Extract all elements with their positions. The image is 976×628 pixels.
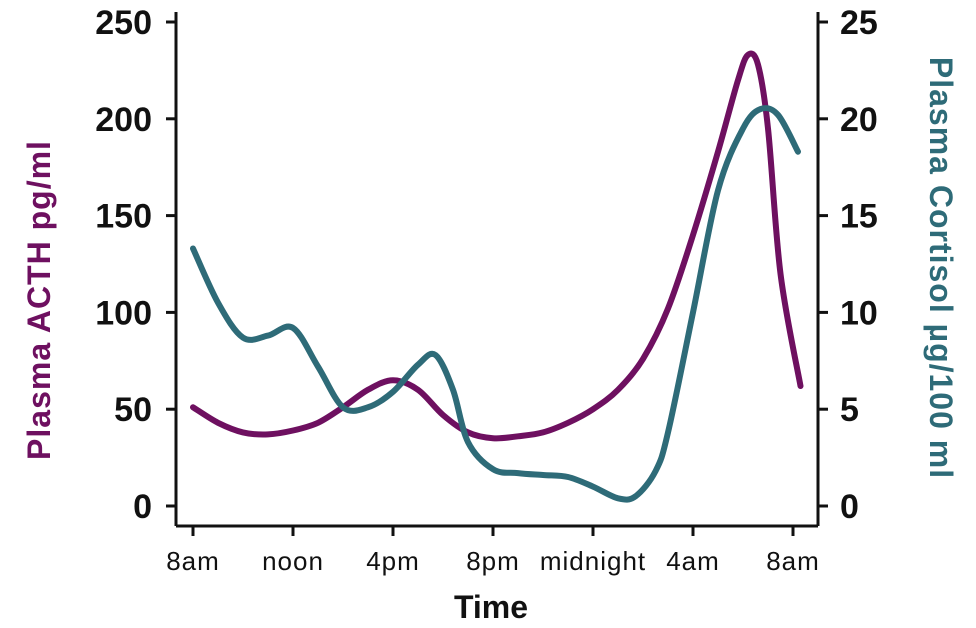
- x-tick-label: noon: [262, 546, 324, 576]
- x-tick-label: 8pm: [466, 546, 520, 576]
- y-left-axis-title: Plasma ACTH pg/ml: [21, 140, 57, 460]
- right-tick-label: 10: [840, 294, 878, 332]
- x-tick-label: 4am: [666, 546, 720, 576]
- left-tick-label: 200: [95, 101, 152, 139]
- series-group: [190, 50, 804, 503]
- x-tick-label: midnight: [540, 546, 646, 576]
- x-tick-label: 8am: [166, 546, 220, 576]
- left-tick-label: 100: [95, 294, 152, 332]
- right-tick-label: 25: [840, 4, 878, 42]
- x-tick-label: 8am: [766, 546, 820, 576]
- acth-series-line: [190, 50, 804, 442]
- cortisol-series-line: [190, 105, 801, 503]
- left-tick-label: 0: [133, 488, 152, 526]
- right-tick-label: 20: [840, 101, 878, 139]
- right-tick-label: 5: [840, 391, 859, 429]
- left-tick-label: 150: [95, 198, 152, 236]
- x-tick-label: 4pm: [366, 546, 420, 576]
- y-right-axis-title: Plasma Cortisol µg/100 ml: [923, 57, 959, 479]
- x-axis-title: Time: [454, 589, 528, 625]
- x-tick-group: 8am noon 4pm 8pm midnight 4am 8am: [166, 526, 820, 576]
- left-tick-label: 50: [114, 391, 152, 429]
- right-tick-label: 0: [840, 488, 859, 526]
- right-tick-group: 0 5 10 15 20 25: [818, 4, 878, 526]
- right-tick-label: 15: [840, 198, 878, 236]
- left-tick-label: 250: [95, 4, 152, 42]
- left-tick-group: 0 50 100 150 200 250: [95, 4, 176, 526]
